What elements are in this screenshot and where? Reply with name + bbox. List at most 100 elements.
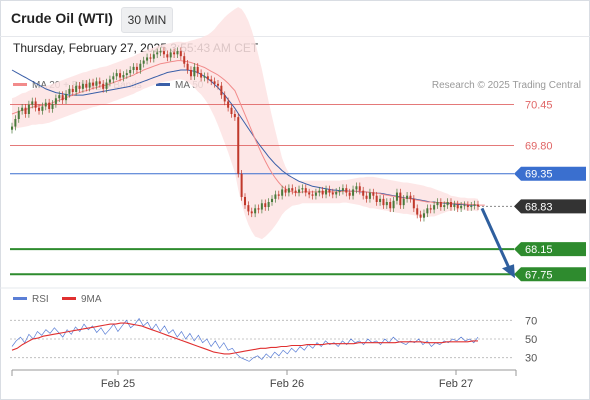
candle-body: [220, 85, 223, 96]
candle-body: [129, 70, 132, 74]
candle-body: [186, 63, 189, 70]
candle-body: [426, 208, 429, 214]
current-price-label: 68.83: [525, 201, 553, 213]
candle-body: [399, 192, 402, 206]
candle-body: [75, 85, 78, 92]
candle-body: [21, 107, 24, 111]
candle-body: [142, 60, 145, 64]
candle-body: [240, 173, 243, 197]
ma20-swatch: [13, 82, 27, 86]
ma50-swatch: [156, 82, 170, 86]
candle-body: [362, 190, 365, 196]
candle-body: [203, 76, 206, 78]
candle-body: [98, 81, 101, 84]
candle-body: [308, 192, 311, 195]
candle-body: [102, 83, 105, 89]
ma9-label: 9MA: [81, 294, 102, 305]
candle-body: [348, 192, 351, 196]
candle-body: [314, 192, 317, 196]
forecast-arrow-head: [502, 264, 515, 279]
candle-body: [331, 192, 334, 195]
candle-body: [105, 82, 108, 89]
candle-body: [291, 188, 294, 191]
candle-body: [453, 204, 456, 208]
candle-body: [385, 202, 388, 206]
candle-body: [156, 52, 159, 55]
candle-body: [166, 54, 169, 58]
candle-body: [223, 95, 226, 102]
candle-body: [328, 189, 331, 193]
candle-body: [10, 126, 14, 130]
candle-body: [281, 189, 284, 196]
candle-body: [233, 114, 236, 118]
candle-body: [196, 66, 199, 74]
candle-body: [189, 70, 192, 77]
support-tag: [514, 242, 586, 257]
candle-body: [304, 188, 307, 193]
candle-body: [54, 98, 57, 104]
candle-body: [65, 93, 68, 101]
candle-body: [48, 102, 51, 109]
candle-body: [169, 52, 172, 58]
rsi-line: [11, 317, 479, 362]
candle-body: [318, 190, 321, 193]
candle-body: [34, 101, 37, 108]
candle-body: [382, 198, 385, 206]
candle-body: [439, 202, 442, 208]
candle-body: [51, 103, 54, 109]
candle-body: [375, 195, 378, 202]
candle-body: [237, 117, 240, 174]
candle-body: [456, 204, 459, 209]
support-label: 68.15: [525, 244, 553, 256]
candle-body: [44, 102, 47, 107]
candle-body: [358, 186, 361, 191]
candle-body: [301, 188, 304, 190]
candle-body: [243, 196, 247, 206]
x-tick-label: Feb 26: [270, 378, 304, 390]
rsi-tick-label: 50: [525, 334, 537, 346]
candle-body: [112, 76, 115, 80]
candle-body: [17, 110, 20, 120]
current-price-tag: [514, 199, 586, 214]
candle-body: [463, 205, 466, 207]
candle-body: [274, 194, 277, 199]
candle-body: [31, 101, 34, 105]
candle-body: [476, 204, 480, 207]
rsi-ma-line: [11, 322, 478, 355]
candle-body: [213, 81, 216, 84]
credit-text: Research © 2025 Trading Central: [431, 80, 581, 91]
candle-body: [368, 192, 371, 199]
candle-body: [294, 190, 297, 193]
instrument-title: Crude Oil (WTI): [11, 10, 113, 26]
legend-ma50: MA 50: [156, 80, 203, 91]
rsi-swatch: [13, 296, 27, 300]
candle-body: [419, 214, 422, 218]
candle-body: [298, 189, 301, 193]
candle-body: [422, 213, 425, 218]
candle-body: [267, 202, 270, 208]
resistance-label: 70.45: [525, 100, 553, 112]
forecast-arrow: [480, 207, 512, 271]
candle-body: [230, 107, 233, 114]
candle-body: [200, 73, 203, 78]
candle-body: [81, 83, 84, 89]
pivot-label: 69.35: [525, 169, 553, 181]
legend-9ma: 9MA: [62, 294, 102, 305]
candle-body: [284, 189, 287, 193]
candle-body: [470, 205, 473, 208]
ma20-line: [11, 60, 485, 206]
candle-body: [92, 82, 95, 86]
candle-body: [271, 198, 274, 202]
candle-body: [257, 208, 260, 210]
candle-body: [389, 202, 392, 209]
support-label: 67.75: [525, 269, 553, 281]
header-bar: Crude Oil (WTI) 30 MIN: [0, 0, 590, 37]
timeframe-button[interactable]: 30 MIN: [121, 7, 173, 33]
candle-body: [325, 189, 328, 195]
candle-body: [436, 202, 439, 206]
candle-body: [392, 200, 395, 209]
candle-body: [71, 88, 74, 92]
rsi-tick-label: 30: [525, 353, 537, 365]
candle-body: [88, 82, 91, 88]
